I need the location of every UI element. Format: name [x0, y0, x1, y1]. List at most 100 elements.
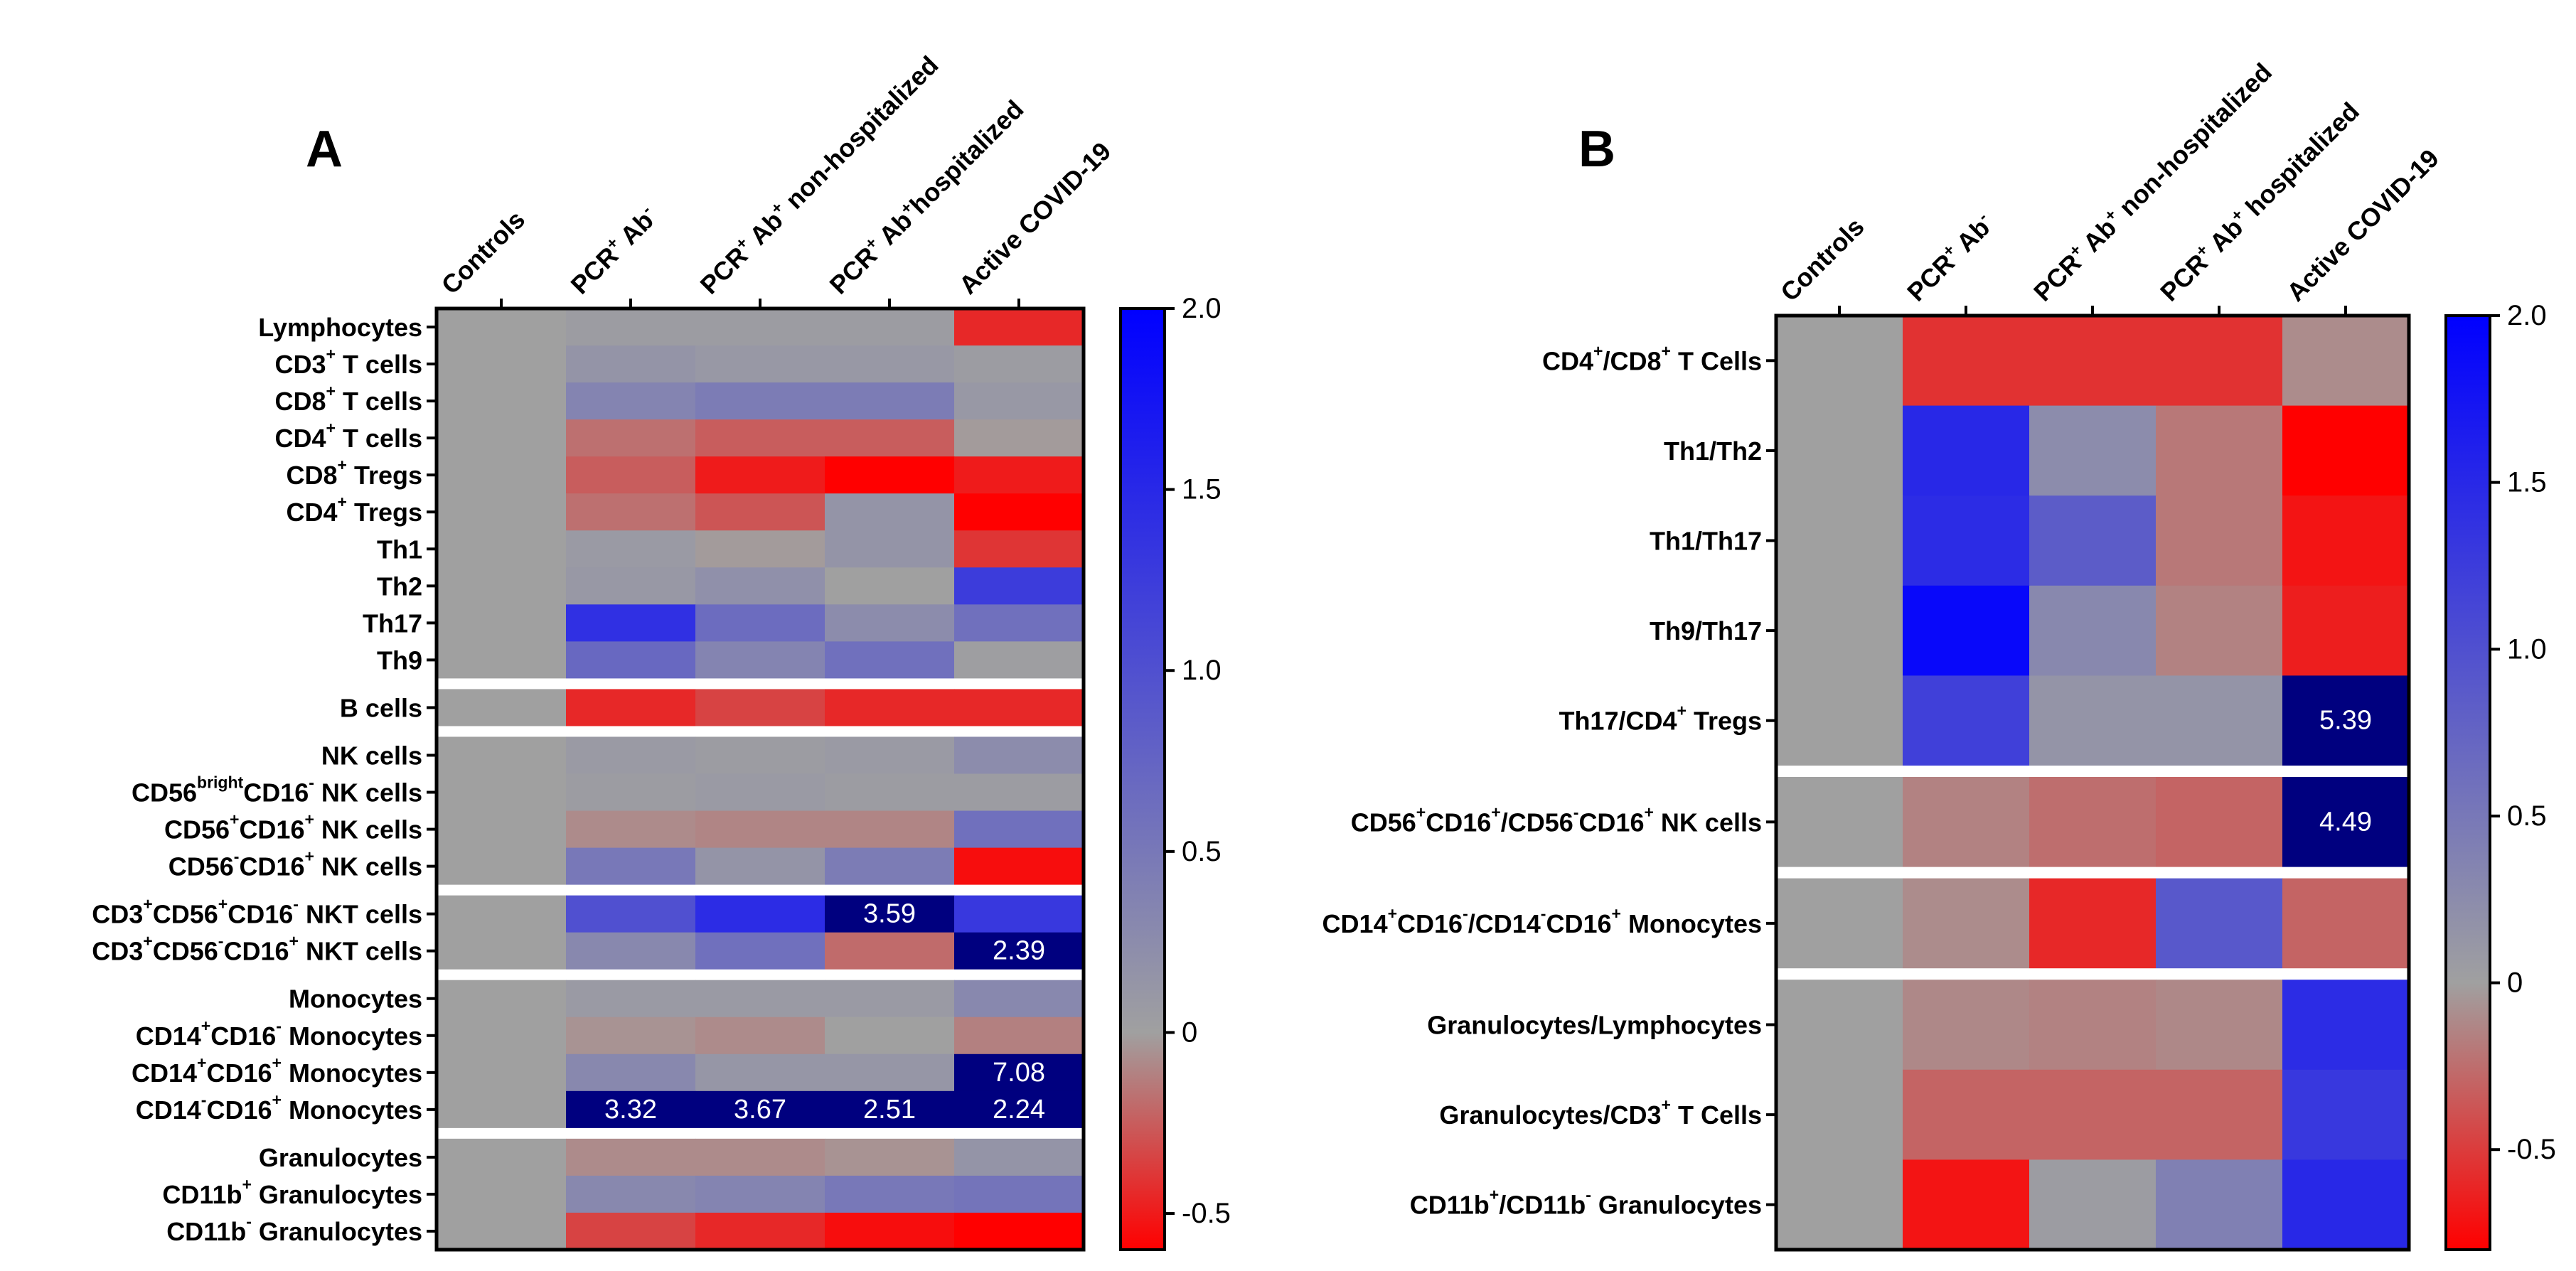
panel-b-cell — [1903, 980, 2030, 1071]
panel-a-cell — [954, 604, 1084, 642]
panel-a-cell — [695, 419, 825, 457]
panel-a-cell — [566, 1017, 696, 1055]
panel-a-cell-value-label: 7.08 — [993, 1058, 1045, 1088]
panel-a-colorbar — [1119, 307, 1166, 1251]
panel-b-cell — [2156, 675, 2283, 766]
panel-a-cell — [566, 567, 696, 605]
panel-a-cell — [437, 689, 567, 727]
panel-a-column-label: PCR+​ Ab-​ — [564, 201, 663, 300]
panel-a-cell — [437, 932, 567, 970]
panel-a-row-label: NK cells — [321, 741, 422, 770]
panel-a-colorbar-tick-label: 0 — [1182, 1017, 1197, 1048]
panel-a-cell — [825, 1212, 955, 1250]
panel-a-cell — [566, 1212, 696, 1250]
panel-a-cell — [695, 567, 825, 605]
panel-a-colorbar-tick-label: -0.5 — [1182, 1198, 1231, 1229]
panel-a-cell — [695, 773, 825, 812]
panel-b-cell — [2029, 878, 2157, 969]
panel-b-cell — [2156, 405, 2283, 496]
panel-a-row-label: Granulocytes — [259, 1142, 422, 1171]
panel-a-cell — [695, 1138, 825, 1176]
panel-a-cell — [695, 895, 825, 933]
panel-a-cell — [695, 810, 825, 849]
panel-b-colorbar-tick-label: 1.5 — [2507, 467, 2547, 498]
panel-a-cell — [566, 1175, 696, 1213]
panel-a-row-label: CD4+​ T cells — [274, 419, 422, 453]
panel-a-row-label: CD14+​CD16-​ Monocytes — [136, 1017, 422, 1051]
panel-a-row-label: CD8+​ T cells — [274, 382, 422, 416]
panel-a-cell — [954, 1212, 1084, 1250]
panel-b-cell — [2029, 495, 2157, 586]
panel-a-cell — [954, 932, 1084, 970]
panel-b-cell — [1903, 495, 2030, 586]
panel-a-cell — [695, 1017, 825, 1055]
panel-a-cell — [954, 895, 1084, 933]
panel-a-cell — [695, 1053, 825, 1092]
panel-a-cell — [437, 1053, 567, 1092]
panel-a-cell — [437, 604, 567, 642]
panel-b-colorbar-tick-label: 0.5 — [2507, 800, 2547, 832]
panel-a-cell — [566, 1090, 696, 1129]
panel-a-cell — [825, 567, 955, 605]
panel-a-cell — [825, 345, 955, 383]
panel-a-row-label: Th17 — [363, 608, 422, 638]
panel-a-cell — [825, 1017, 955, 1055]
panel-b-group-separator — [1776, 766, 2409, 777]
heatmap-panel-b: CD4+​/CD8+​ T Cells Th1/Th2 Th1/Th17 Th9/Th… — [1322, 58, 2556, 1252]
panel-a-cell — [825, 456, 955, 494]
panel-b-cell — [1776, 675, 1903, 766]
panel-b-cell — [2156, 878, 2283, 969]
panel-a-cell — [695, 493, 825, 531]
panel-a-cell — [566, 689, 696, 727]
panel-b-cell — [2156, 980, 2283, 1071]
panel-b-cell — [1903, 675, 2030, 766]
panel-a-cell — [437, 493, 567, 531]
panel-a-cell — [825, 689, 955, 727]
panel-a-row-label: CD56-​CD16+​ NK cells — [169, 847, 422, 881]
panel-b-cell — [1776, 405, 1903, 496]
panel-b-cell — [1903, 1159, 2030, 1250]
panel-b-row-label: Th9/Th17 — [1650, 616, 1762, 645]
panel-b-cell — [2282, 980, 2410, 1071]
panel-b-cell — [1903, 878, 2030, 969]
panel-a-cell — [825, 1053, 955, 1092]
panel-a-cell — [954, 980, 1084, 1018]
panel-a-cell — [825, 530, 955, 568]
panel-a-cell — [437, 736, 567, 775]
panel-a-group-separator — [437, 726, 1084, 737]
panel-a-cell — [566, 1053, 696, 1092]
panel-a-cell — [437, 847, 567, 886]
panel-a-colorbar-tick-label: 1.5 — [1182, 474, 1222, 505]
panel-a-cell — [695, 736, 825, 775]
panel-b-column-label: PCR+​ Ab-​ — [1901, 208, 1999, 307]
panel-b-cell — [1776, 495, 1903, 586]
panel-a-row-label: CD3+​CD56+​CD16-​ NKT cells — [92, 895, 422, 929]
panel-a-cell — [954, 773, 1084, 812]
panel-a-cell — [437, 980, 567, 1018]
panel-a-cell — [954, 1175, 1084, 1213]
panel-a-colorbar-tick-label: 0.5 — [1182, 836, 1222, 867]
panel-a-cell — [437, 1175, 567, 1213]
panel-a-cell — [437, 382, 567, 420]
panel-a-cell — [954, 309, 1084, 346]
panel-a-cell — [695, 604, 825, 642]
panel-a-cell — [825, 419, 955, 457]
panel-b-cell — [1903, 585, 2030, 676]
panel-a-cell — [695, 456, 825, 494]
panel-b-cell — [2282, 1159, 2410, 1250]
panel-b-cell — [2282, 405, 2410, 496]
panel-a-row-label: CD11b-​ Granulocytes — [166, 1212, 422, 1246]
panel-a-cell — [825, 932, 955, 970]
panel-b-colorbar-tick-label: 2.0 — [2507, 300, 2547, 331]
panel-a-cell — [437, 309, 567, 346]
panel-a-cell — [825, 847, 955, 886]
panel-b-cell — [2156, 316, 2283, 407]
panel-b-row-label: Th17/CD4+​ Tregs — [1559, 702, 1762, 735]
panel-b-cell — [2282, 777, 2410, 868]
panel-a-row-label: CD56bright​CD16-​ NK cells — [132, 773, 422, 808]
panel-b-cell — [2282, 675, 2410, 766]
panel-a-colorbar-tick-label: 2.0 — [1182, 293, 1222, 324]
panel-b-cell — [2282, 316, 2410, 407]
